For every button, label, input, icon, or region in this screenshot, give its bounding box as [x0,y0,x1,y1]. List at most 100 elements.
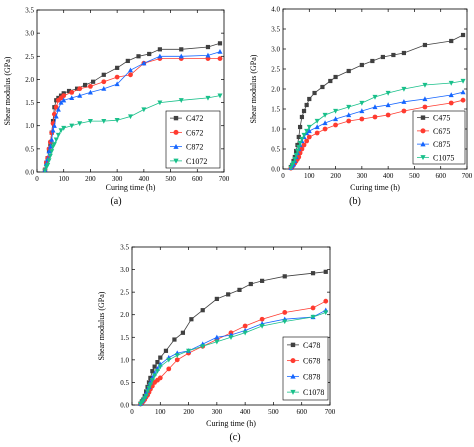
data-point [214,296,219,302]
y-tick-label: 4.0 [271,6,280,14]
data-point [158,355,163,360]
data-point [178,98,184,103]
data-point [114,118,120,123]
y-tick-label: 3.5 [120,244,129,252]
y-axis-label: Shear modulus (GPa) [3,56,12,125]
data-point [49,136,55,142]
data-point [45,162,51,168]
y-tick-label: 1.5 [25,99,34,107]
y-tick-label: 1.5 [120,334,129,342]
data-point [333,116,339,122]
x-tick-label: 0 [35,175,39,183]
x-tick-label: 100 [155,408,166,416]
y-tick-label: 2.5 [271,66,280,74]
data-point [128,72,133,78]
x-tick-label: 300 [112,175,123,183]
x-tick-label: 300 [212,408,223,416]
data-point [304,138,310,144]
data-point [323,298,329,304]
data-point [155,360,160,365]
data-point [385,112,391,118]
data-point [422,42,428,48]
data-point [50,127,56,133]
legend-box [412,110,466,165]
data-point [372,104,378,110]
data-point [87,118,93,124]
data-point [328,78,333,84]
data-point [372,94,378,100]
data-point [147,51,152,57]
legend: C475 C675 C875 C1075 [412,110,466,165]
data-point [460,78,466,84]
data-point [306,134,312,140]
data-point [91,79,96,84]
legend-label: C478 [303,341,320,350]
data-point [460,97,466,103]
x-tick-label: 400 [240,408,251,416]
data-point [179,47,184,52]
data-point [310,314,316,320]
data-point [166,357,172,363]
legend-marker [420,141,426,147]
y-tick-label: 0.5 [120,379,129,387]
data-point [282,310,288,315]
data-point [58,128,64,134]
chart-panel-3: 0 100 200 300 400 500 600 700 0.0 0.5 1.0 1.5 2.0 2.5… [97,244,336,444]
data-point [136,54,141,59]
data-point [47,143,53,149]
data-point [189,317,194,322]
data-point [320,84,325,90]
data-point [314,118,320,124]
data-point [259,316,265,322]
data-point [53,137,59,143]
x-tick-label: 700 [219,175,230,183]
data-point [297,140,303,146]
y-axis-label: Shear modulus (GPa) [97,291,106,360]
data-point [248,281,253,287]
data-point [53,113,59,119]
legend-label: C1072 [186,157,207,166]
data-point [125,58,130,64]
data-point [145,389,151,395]
data-point [307,96,312,102]
y-tick-label: 0.5 [25,145,34,153]
data-point [359,62,364,68]
data-point [146,380,152,385]
data-point [55,106,61,112]
data-point [310,305,316,311]
data-point [314,124,320,130]
data-point [299,136,305,142]
data-point [296,144,302,150]
data-point [101,85,107,91]
data-point [260,278,265,283]
legend-marker [420,155,426,161]
data-point [69,123,75,129]
data-point [200,308,205,313]
data-point [448,92,454,98]
legend-label: C1075 [433,153,454,162]
data-point [157,375,163,381]
x-tick-label: 600 [192,175,203,183]
legend-marker [290,342,296,348]
y-axis-label: Shear modulus (GPa) [249,54,258,123]
x-axis-label: Curing time (h) [350,183,400,192]
data-point [46,148,52,154]
data-point [359,116,365,122]
data-point [242,330,248,336]
x-tick-label: 700 [462,172,473,180]
data-point [385,102,391,108]
data-point [166,366,172,372]
data-point [46,158,52,164]
data-point [114,74,120,80]
x-tick-label: 600 [435,172,446,180]
data-point [333,122,338,128]
legend-marker [173,143,179,149]
y-tick-label: 3.5 [25,7,34,15]
data-point [51,142,57,147]
legend-label: C475 [433,114,450,123]
data-point [422,96,428,102]
data-point [282,274,287,279]
data-point [152,364,157,369]
chart-panel-1: 0 100 200 300 400 500 600 700 0.0 0.5 1.0 1.5 2.0 2.5… [3,7,230,208]
legend-marker [290,373,296,379]
